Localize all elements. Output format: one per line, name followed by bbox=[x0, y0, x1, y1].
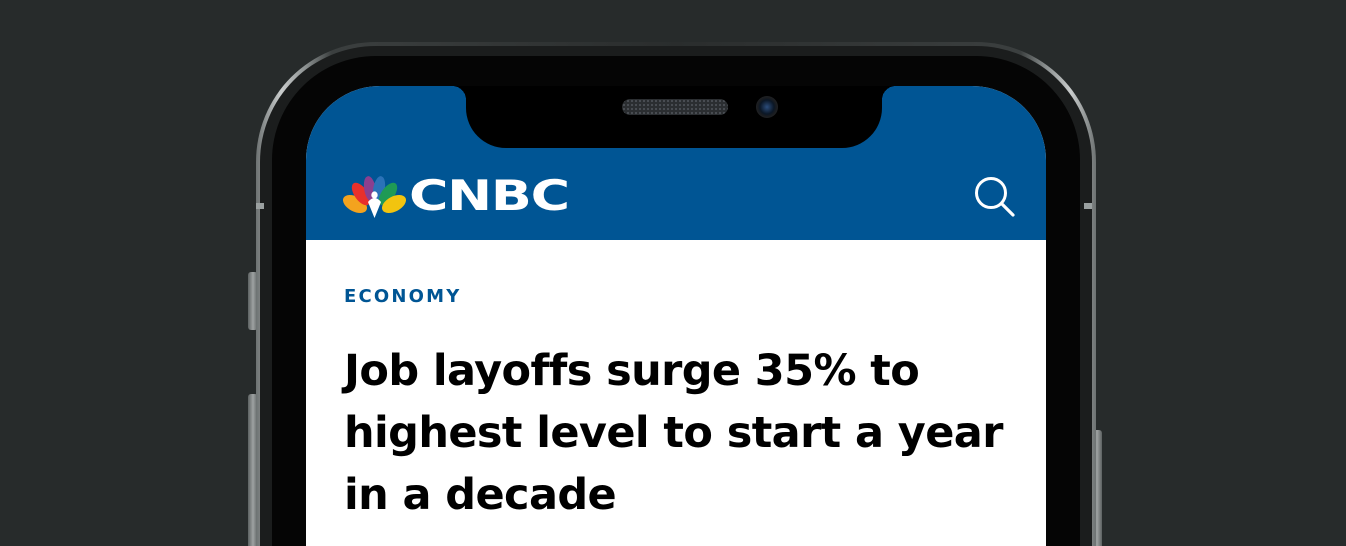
app-header: CNBC bbox=[306, 86, 1046, 240]
phone-screen: CNBC ECONOMY Job layoffs surge 35% to hi… bbox=[306, 86, 1046, 546]
volume-down-button bbox=[248, 394, 258, 546]
antenna-line-left bbox=[256, 203, 264, 209]
phone-notch bbox=[452, 86, 896, 148]
search-icon bbox=[975, 177, 1015, 217]
cnbc-logo[interactable]: CNBC bbox=[342, 174, 570, 218]
search-button[interactable] bbox=[972, 174, 1018, 220]
cnbc-wordmark: CNBC bbox=[409, 171, 570, 220]
nbc-peacock-icon bbox=[342, 176, 406, 218]
volume-up-button bbox=[248, 272, 258, 330]
antenna-line-right bbox=[1084, 203, 1092, 209]
section-label[interactable]: ECONOMY bbox=[344, 286, 462, 307]
article-headline[interactable]: Job layoffs surge 35% to highest level t… bbox=[344, 346, 1003, 520]
speaker-grille bbox=[622, 99, 728, 115]
article-preview[interactable]: ECONOMY Job layoffs surge 35% to highest… bbox=[344, 284, 1024, 526]
power-button bbox=[1092, 430, 1102, 546]
front-camera bbox=[756, 96, 778, 118]
